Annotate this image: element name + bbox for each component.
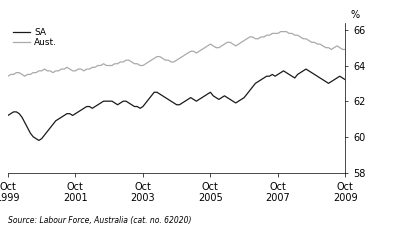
Aust. xyxy=(323,46,328,49)
Aust. xyxy=(39,69,44,72)
Line: SA: SA xyxy=(8,69,345,141)
SA xyxy=(6,114,10,117)
Aust. xyxy=(84,68,89,70)
SA xyxy=(236,100,241,103)
SA xyxy=(37,139,41,142)
SA xyxy=(42,134,47,136)
Text: %: % xyxy=(351,10,360,20)
Text: Source: Labour Force, Australia (cat. no. 62020): Source: Labour Force, Australia (cat. no… xyxy=(8,216,191,225)
Aust. xyxy=(343,48,348,51)
Aust. xyxy=(6,75,10,78)
Legend: SA, Aust.: SA, Aust. xyxy=(12,27,58,48)
Aust. xyxy=(233,44,238,47)
SA xyxy=(87,105,92,108)
SA xyxy=(219,96,224,99)
Aust. xyxy=(278,30,283,33)
SA xyxy=(326,82,331,85)
Aust. xyxy=(149,59,154,62)
Line: Aust.: Aust. xyxy=(8,32,345,76)
Aust. xyxy=(216,46,221,49)
SA xyxy=(304,68,308,70)
SA xyxy=(343,78,348,81)
SA xyxy=(152,91,156,94)
